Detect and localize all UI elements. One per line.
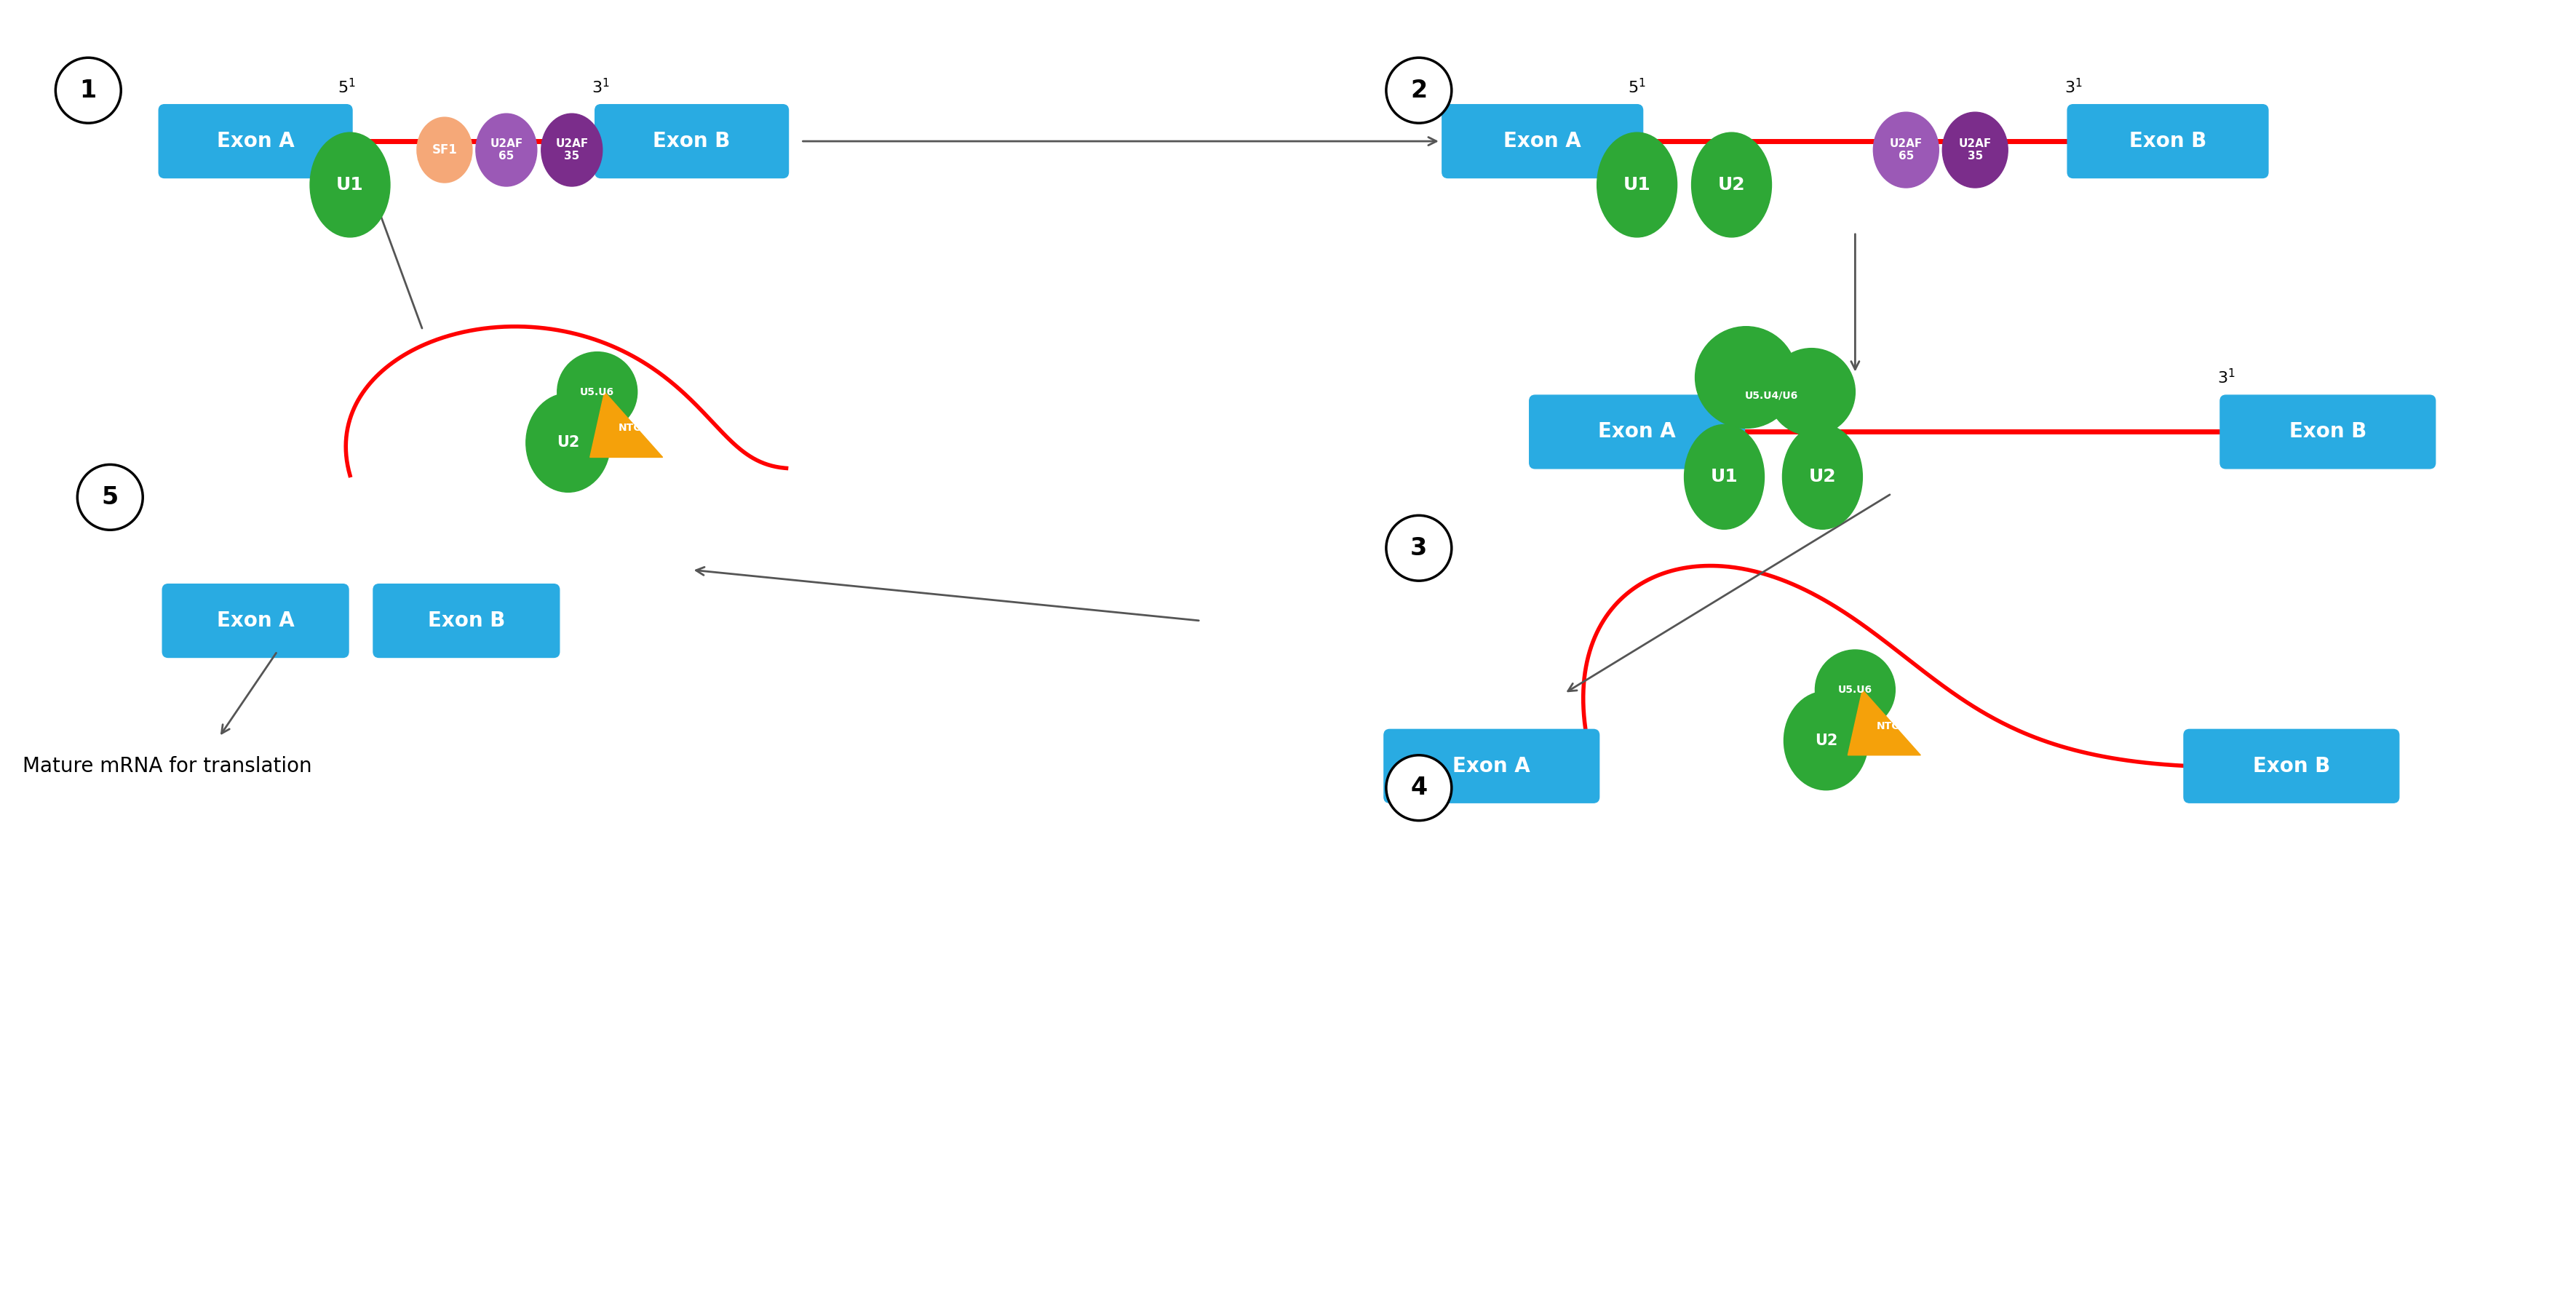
Circle shape [1386,516,1450,581]
Text: U5.U6: U5.U6 [580,387,613,398]
Ellipse shape [1783,425,1862,529]
Text: Exon A: Exon A [216,610,294,631]
Text: U2: U2 [1814,733,1837,748]
Text: U2AF
35: U2AF 35 [556,138,587,161]
FancyBboxPatch shape [1443,105,1643,178]
Text: 5$^1$: 5$^1$ [1628,77,1646,96]
Circle shape [556,352,636,432]
Polygon shape [590,392,662,458]
Text: Mature mRNA for translation: Mature mRNA for translation [23,756,312,777]
FancyBboxPatch shape [2066,105,2267,178]
Circle shape [1695,327,1795,428]
Text: 3$^1$: 3$^1$ [2063,77,2081,96]
Text: Exon A: Exon A [1453,756,1530,777]
Text: U2: U2 [1718,176,1744,194]
Text: 3$^1$: 3$^1$ [2215,369,2233,387]
Text: Exon A: Exon A [1597,421,1674,442]
FancyBboxPatch shape [2221,395,2434,468]
Ellipse shape [1597,133,1677,237]
Text: Exon B: Exon B [2287,421,2365,442]
Ellipse shape [417,117,471,182]
Text: U5.U4/U6: U5.U4/U6 [1744,391,1798,400]
Ellipse shape [526,394,611,492]
Text: Exon A: Exon A [216,131,294,151]
Polygon shape [1847,690,1919,756]
Text: 3: 3 [1409,537,1427,560]
Text: SF1: SF1 [433,143,456,156]
Text: 1: 1 [80,79,98,102]
FancyBboxPatch shape [2184,729,2398,803]
Ellipse shape [309,133,389,237]
Text: NTC: NTC [618,424,641,433]
Circle shape [1767,348,1855,436]
Ellipse shape [1685,425,1765,529]
FancyBboxPatch shape [374,584,559,657]
Text: Exon A: Exon A [1504,131,1582,151]
Text: U2: U2 [556,436,580,450]
Ellipse shape [1873,112,1937,188]
Text: U5.U6: U5.U6 [1837,685,1873,695]
FancyBboxPatch shape [1383,729,1600,803]
Text: 5$^1$: 5$^1$ [1728,369,1747,387]
FancyBboxPatch shape [1530,395,1744,468]
Text: Exon B: Exon B [428,610,505,631]
Text: U2AF
65: U2AF 65 [1888,138,1922,161]
Text: U2AF
65: U2AF 65 [489,138,523,161]
Text: Exon B: Exon B [652,131,729,151]
Ellipse shape [1942,112,2007,188]
Text: 3$^1$: 3$^1$ [592,77,611,96]
Circle shape [1386,756,1450,820]
Ellipse shape [1690,133,1772,237]
Text: 5$^1$: 5$^1$ [337,77,355,96]
Text: 4: 4 [1409,775,1427,800]
Text: U1: U1 [337,176,363,194]
Ellipse shape [541,114,603,186]
Text: U1: U1 [1710,468,1739,485]
Ellipse shape [1783,691,1868,790]
Circle shape [77,464,142,530]
Text: Exon B: Exon B [2128,131,2205,151]
Text: U2: U2 [1808,468,1837,485]
Text: 5: 5 [100,485,118,509]
Circle shape [1814,649,1893,729]
Text: Exon B: Exon B [2251,756,2329,777]
FancyBboxPatch shape [160,105,353,178]
Circle shape [1386,58,1450,123]
Ellipse shape [477,114,536,186]
Text: U2AF
35: U2AF 35 [1958,138,1991,161]
FancyBboxPatch shape [595,105,788,178]
Text: 2: 2 [1409,79,1427,102]
Circle shape [57,58,121,123]
Text: U1: U1 [1623,176,1651,194]
FancyBboxPatch shape [162,584,348,657]
Text: NTC: NTC [1875,722,1899,731]
